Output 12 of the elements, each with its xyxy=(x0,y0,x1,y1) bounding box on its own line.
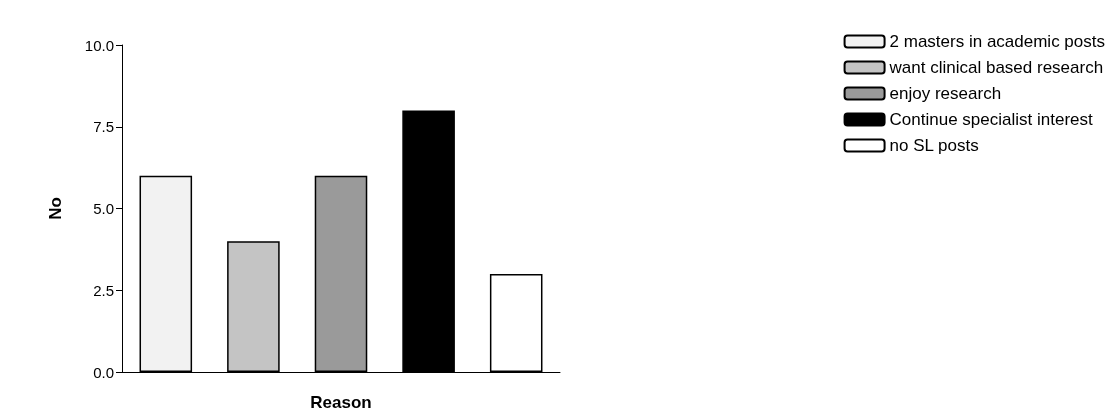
legend-label: 2 masters in academic posts xyxy=(889,32,1105,51)
y-axis-title: No xyxy=(46,197,65,220)
y-tick-label: 0.0 xyxy=(93,363,114,381)
y-tick-label: 2.5 xyxy=(93,281,114,299)
y-tick-label: 5.0 xyxy=(93,200,114,217)
legend-label: Continue specialist interest xyxy=(889,110,1094,129)
legend-label: no SL posts xyxy=(889,136,979,155)
y-tick-label: 10.0 xyxy=(84,36,114,54)
legend-label: enjoy research xyxy=(889,84,1002,103)
y-tick-label: 7.5 xyxy=(93,118,114,136)
legend-label: want clinical based research xyxy=(888,58,1104,77)
x-axis-title: Reason xyxy=(310,393,372,412)
